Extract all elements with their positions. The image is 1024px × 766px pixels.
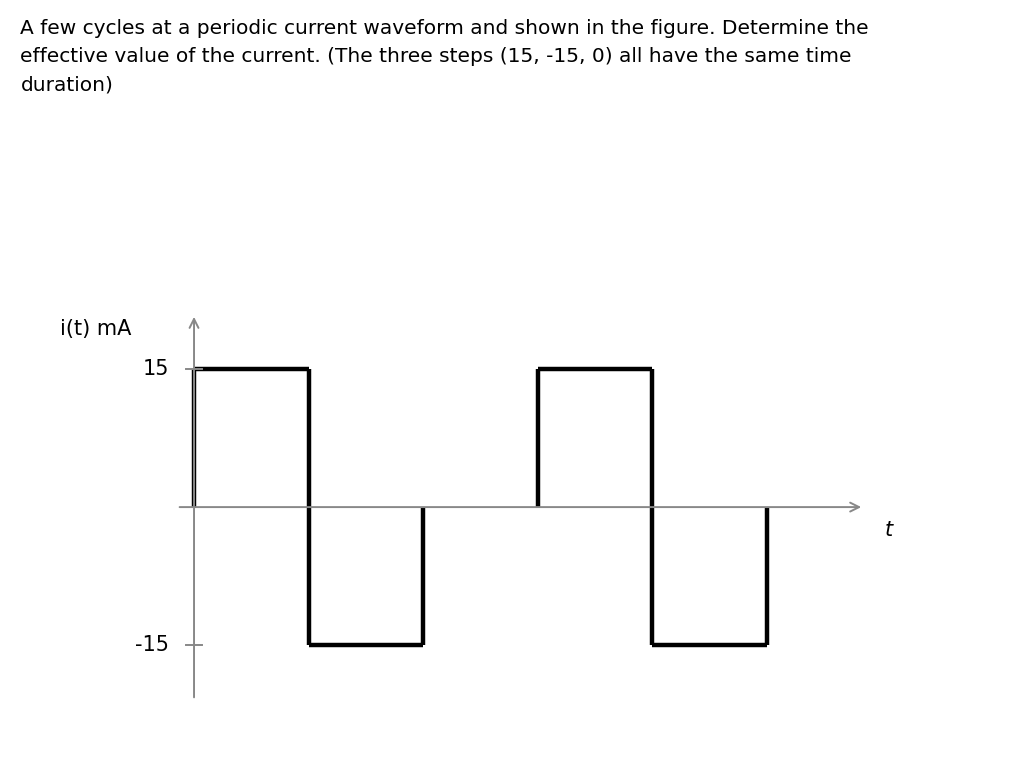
Text: i(t) mA: i(t) mA xyxy=(59,319,131,339)
Text: A few cycles at a periodic current waveform and shown in the figure. Determine t: A few cycles at a periodic current wavef… xyxy=(20,19,869,94)
Text: -15: -15 xyxy=(135,635,169,655)
Text: 15: 15 xyxy=(142,359,169,379)
Text: t: t xyxy=(885,520,893,540)
